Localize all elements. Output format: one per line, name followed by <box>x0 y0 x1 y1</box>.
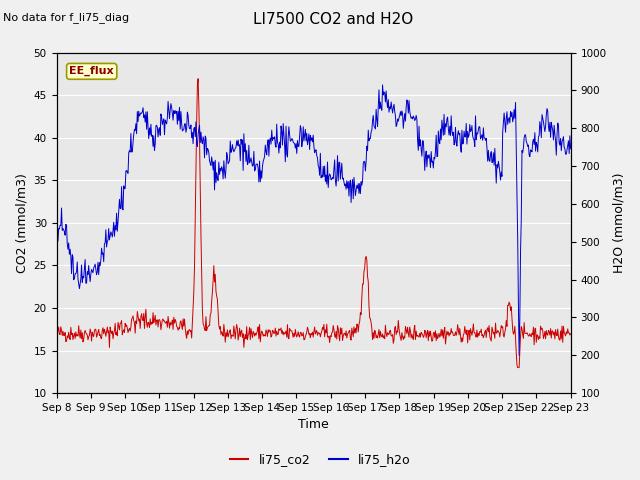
Text: LI7500 CO2 and H2O: LI7500 CO2 and H2O <box>253 12 413 27</box>
Text: EE_flux: EE_flux <box>69 66 114 76</box>
Y-axis label: H2O (mmol/m3): H2O (mmol/m3) <box>612 173 625 273</box>
Text: No data for f_li75_diag: No data for f_li75_diag <box>3 12 129 23</box>
Legend: li75_co2, li75_h2o: li75_co2, li75_h2o <box>225 448 415 471</box>
Y-axis label: CO2 (mmol/m3): CO2 (mmol/m3) <box>15 173 28 273</box>
X-axis label: Time: Time <box>298 419 329 432</box>
